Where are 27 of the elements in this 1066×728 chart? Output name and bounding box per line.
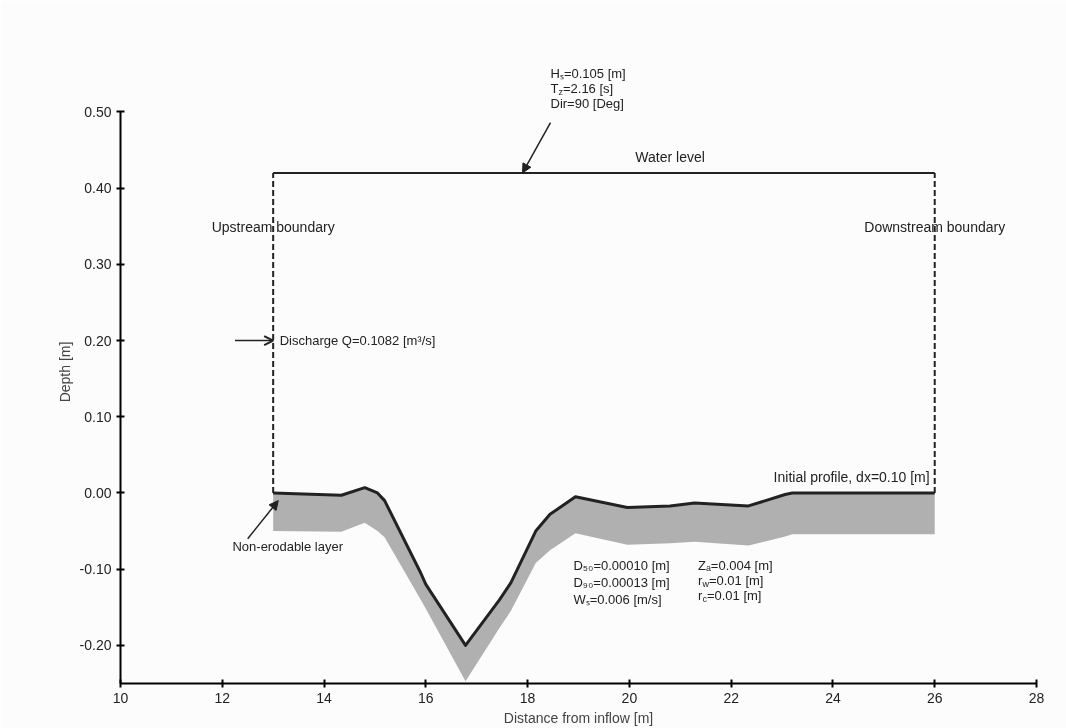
y-axis-title: Depth [m] [56, 341, 73, 403]
x-tick-label: 14 [316, 689, 333, 706]
series-label: Water level [635, 148, 705, 165]
x-tick-label: 20 [621, 689, 638, 706]
y-tick-label: 0.20 [84, 332, 112, 349]
y-tick-label: 0.00 [84, 484, 112, 501]
annotation: D₅₀=0.00010 [m] D₉₀=0.00013 [m] Wₛ=0.006 [m/s] [573, 557, 670, 608]
annotation: Discharge Q=0.1082 [m³/s] [279, 333, 436, 349]
y-tick-label: 0.10 [84, 408, 112, 425]
series-label: Downstream boundary [864, 219, 1006, 236]
series-label: Upstream boundary [211, 219, 335, 236]
y-tick-label: 0.30 [84, 256, 112, 273]
x-tick-label: 22 [723, 689, 740, 706]
y-tick-label: -0.10 [79, 561, 112, 578]
y-tick-label: -0.20 [79, 637, 112, 654]
x-tick-label: 10 [112, 689, 129, 706]
y-tick-label: 0.50 [84, 103, 112, 120]
x-tick-label: 16 [418, 689, 434, 706]
y-tick-label: 0.40 [84, 180, 112, 197]
x-axis-title: Distance from inflow [m] [503, 709, 654, 726]
x-tick-label: 26 [926, 689, 943, 706]
annotation: Non-erodable layer [232, 538, 344, 554]
series-label: Initial profile, dx=0.10 [m] [773, 468, 930, 485]
x-tick-label: 28 [1028, 689, 1045, 706]
x-tick-label: 12 [214, 689, 231, 706]
x-tick-label: 18 [519, 689, 536, 706]
x-tick-label: 24 [825, 689, 841, 706]
